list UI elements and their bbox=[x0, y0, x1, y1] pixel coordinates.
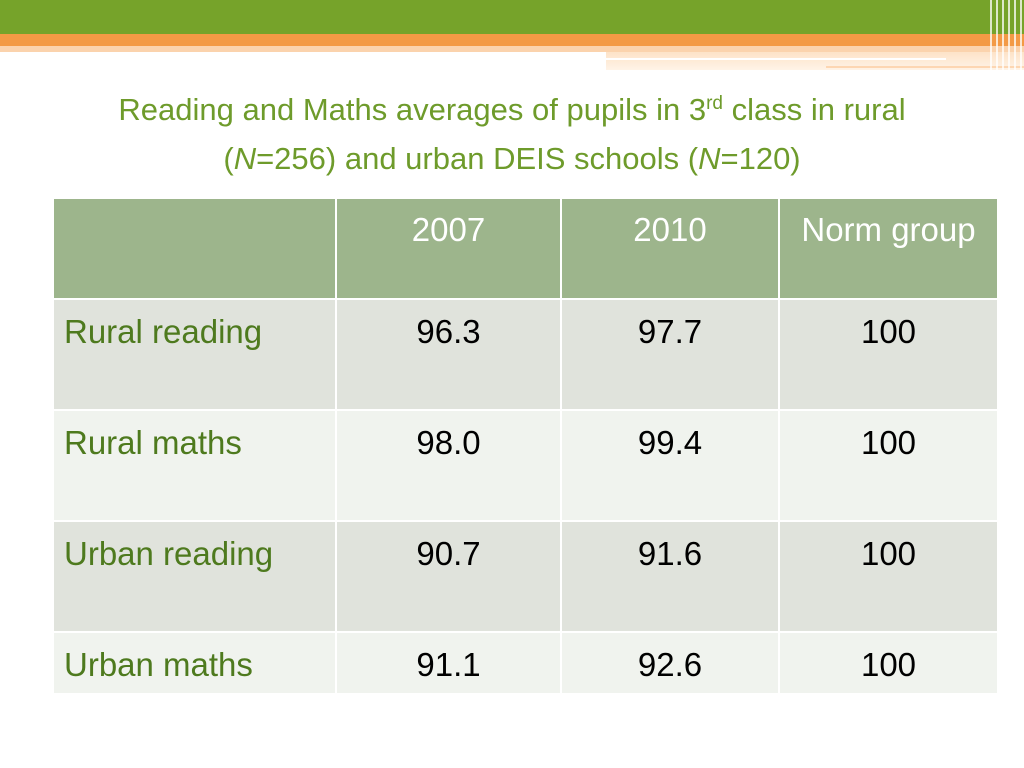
row-label: Rural reading bbox=[52, 298, 337, 411]
header-banner-accent bbox=[606, 52, 1024, 70]
title-text: ( bbox=[223, 141, 234, 176]
header-cell-blank bbox=[52, 197, 337, 300]
cell-2010: 97.7 bbox=[560, 298, 780, 411]
cell-norm: 100 bbox=[778, 631, 999, 695]
cell-norm: 100 bbox=[778, 520, 999, 633]
header-accent-line bbox=[606, 58, 946, 60]
table-row: Rural reading 96.3 97.7 100 bbox=[52, 298, 999, 411]
cell-norm: 100 bbox=[778, 298, 999, 411]
title-n-italic: N bbox=[698, 141, 721, 176]
header-cell-2010: 2010 bbox=[560, 197, 780, 300]
header-banner-peach bbox=[0, 46, 1024, 52]
title-text: Reading and Maths averages of pupils in … bbox=[118, 92, 707, 127]
title-n-italic: N bbox=[233, 141, 257, 176]
cell-2007: 98.0 bbox=[335, 409, 562, 522]
cell-2007: 90.7 bbox=[335, 520, 562, 633]
header-stripes bbox=[990, 0, 1024, 70]
title-text: class in rural bbox=[722, 92, 906, 127]
header-cell-2007: 2007 bbox=[335, 197, 562, 300]
table-row: Rural maths 98.0 99.4 100 bbox=[52, 409, 999, 522]
cell-2010: 92.6 bbox=[560, 631, 780, 695]
header-banner-orange bbox=[0, 34, 1024, 46]
title-text: =120) bbox=[720, 141, 801, 176]
averages-table: 2007 2010 Norm group Rural reading 96.3 … bbox=[52, 197, 999, 695]
table-row: Urban reading 90.7 91.6 100 bbox=[52, 520, 999, 633]
slide-title: Reading and Maths averages of pupils in … bbox=[20, 88, 1004, 181]
table-header-row: 2007 2010 Norm group bbox=[52, 197, 999, 300]
row-label: Urban maths bbox=[52, 631, 337, 695]
title-text: =256) and urban DEIS schools ( bbox=[256, 141, 699, 176]
cell-2010: 91.6 bbox=[560, 520, 780, 633]
cell-norm: 100 bbox=[778, 409, 999, 522]
cell-2010: 99.4 bbox=[560, 409, 780, 522]
row-label: Rural maths bbox=[52, 409, 337, 522]
cell-2007: 91.1 bbox=[335, 631, 562, 695]
header-cell-norm-group: Norm group bbox=[778, 197, 999, 300]
header-banner-green bbox=[0, 0, 1024, 34]
header-accent-line bbox=[826, 66, 1024, 68]
cell-2007: 96.3 bbox=[335, 298, 562, 411]
row-label: Urban reading bbox=[52, 520, 337, 633]
title-superscript: rd bbox=[706, 93, 723, 114]
table-row: Urban maths 91.1 92.6 100 bbox=[52, 631, 999, 695]
